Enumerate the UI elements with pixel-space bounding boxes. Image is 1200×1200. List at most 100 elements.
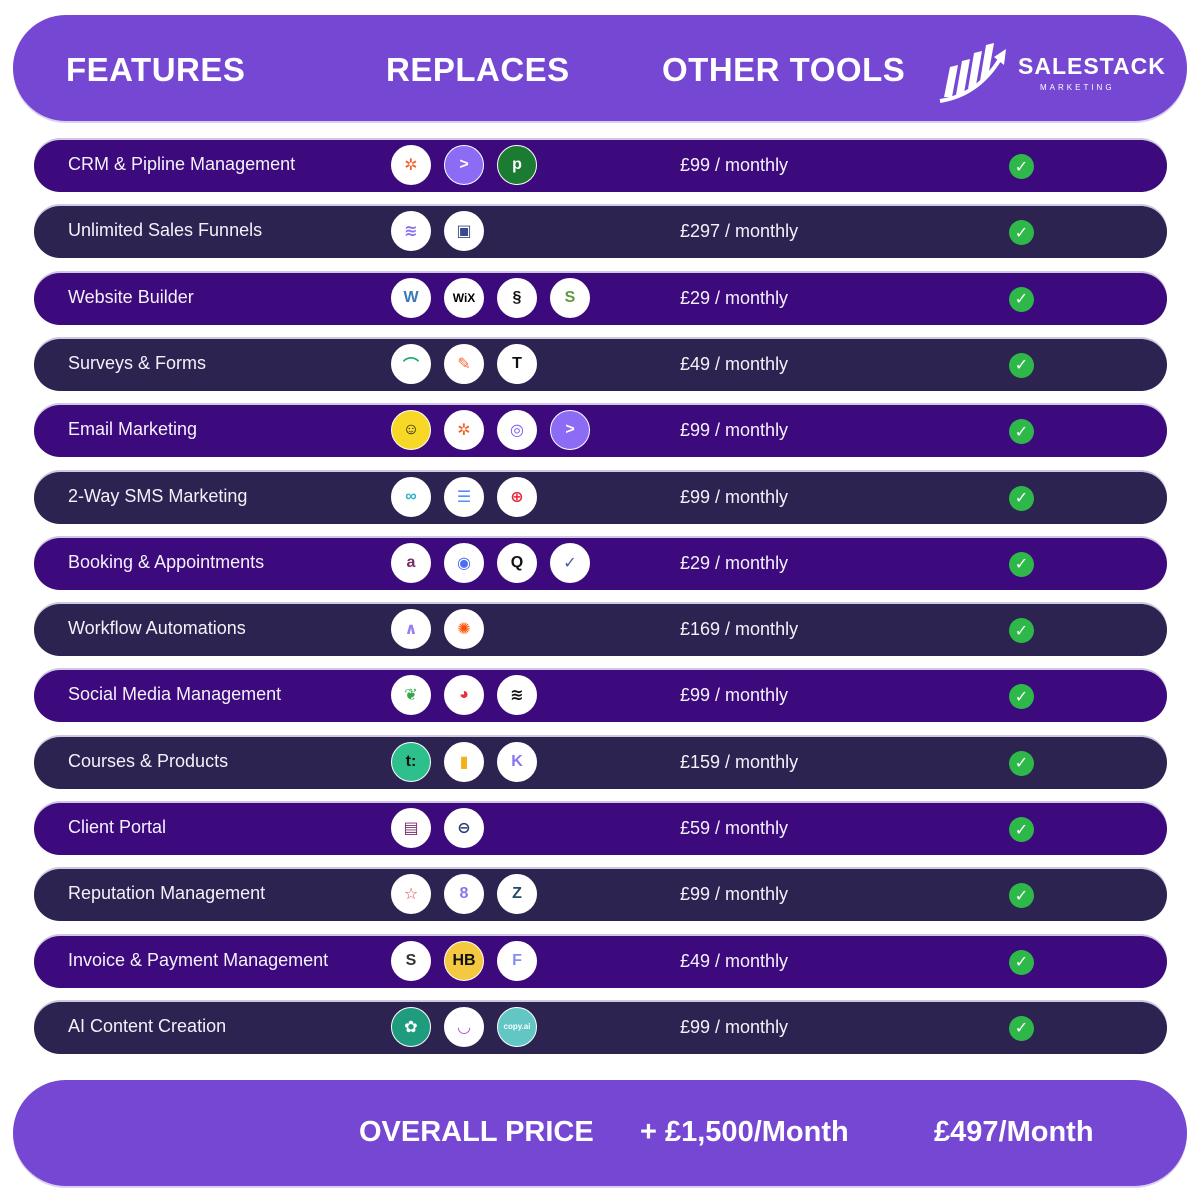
replaced-tools: ⌒ ✎ T — [391, 343, 537, 386]
table-row: Booking & Appointments a ◉ Q ✓ £29 / monthly ✓ — [34, 537, 1167, 590]
overall-price-label: OVERALL PRICE — [359, 1116, 594, 1148]
check-icon: ✓ — [1009, 551, 1034, 577]
feature-name: Social Media Management — [68, 684, 282, 705]
zapier-icon: ✺ — [444, 609, 484, 650]
feature-name: Unlimited Sales Funnels — [68, 220, 263, 241]
copyai-icon: copy.ai — [497, 1006, 537, 1047]
check-icon: ✓ — [1009, 286, 1034, 312]
calendar-q-icon: Q — [497, 542, 537, 583]
clickfunnels-icon: ▣ — [444, 211, 484, 252]
check-icon: ✓ — [1009, 750, 1034, 776]
calendly-icon: ◉ — [444, 542, 484, 583]
feature-name: Email Marketing — [68, 419, 198, 440]
table-header: FEATURES REPLACES OTHER TOOLS SALESTACK … — [13, 15, 1187, 121]
other-tools-price: £59 / monthly — [680, 818, 789, 838]
check-icon: ✓ — [1009, 154, 1034, 179]
stripe-s-icon: S — [391, 940, 431, 981]
freshbooks-icon: F — [497, 940, 537, 981]
check-icon: ✓ — [1009, 618, 1034, 644]
overall-price-bar: OVERALL PRICE + £1,500/Month £497/Month — [13, 1080, 1187, 1186]
honeybook-icon: HB — [444, 940, 484, 981]
replaced-tools: ∞ ☰ ⊕ — [391, 476, 537, 519]
replaced-tools: ☆ 8 Z — [391, 874, 537, 916]
table-row: Workflow Automations ∧ ✺ £169 / monthly ✓ — [34, 604, 1167, 657]
bar-chart-arrow-icon — [939, 43, 1006, 103]
other-tools-price: £99 / monthly — [680, 685, 789, 706]
other-tools-price: £297 / monthly — [680, 221, 799, 242]
check-icon: ✓ — [1009, 220, 1034, 246]
other-tools-price: £99 / monthly — [680, 155, 789, 175]
feature-name: Reputation Management — [68, 883, 266, 904]
buffer-icon: ≋ — [497, 675, 537, 716]
ai-smile-icon: ◡ — [444, 1006, 484, 1047]
mailchimp-icon: ☺ — [391, 410, 431, 451]
link-icon: ∞ — [391, 476, 431, 517]
portal-icon: ▤ — [391, 808, 431, 848]
replaced-tools: ✲ > p — [391, 145, 537, 187]
salestack-price: £497/Month — [934, 1116, 1094, 1148]
other-tools-price: £159 / monthly — [680, 751, 799, 772]
check-icon: ✓ — [1009, 817, 1034, 842]
link-box-icon: ⊖ — [444, 808, 484, 848]
hootsuite-icon: ◕ — [444, 675, 484, 716]
table-row: 2-Way SMS Marketing ∞ ☰ ⊕ £99 / monthly ✓ — [34, 471, 1167, 524]
replaced-tools: ☺ ✲ ◎ > — [391, 410, 590, 452]
replaced-tools: W WiX § S — [391, 277, 590, 320]
review-chat-icon: ☆ — [391, 874, 431, 915]
birdeye-icon: 8 — [444, 874, 484, 915]
other-tools-price: £29 / monthly — [680, 552, 789, 573]
replaced-tools: ▤ ⊖ — [391, 808, 484, 850]
table-row: Social Media Management ❦ ◕ ≋ £99 / monthly ✓ — [34, 670, 1167, 723]
other-tools-price: £99 / monthly — [680, 884, 789, 905]
kajabi-icon: K — [497, 741, 537, 782]
other-tools-price: £49 / monthly — [680, 353, 789, 374]
check-icon: ✓ — [1009, 684, 1034, 710]
openai-icon: ✿ — [391, 1006, 431, 1047]
table-row: Unlimited Sales Funnels ≋ ▣ £297 / monthly ✓ — [34, 206, 1167, 259]
table-row: Surveys & Forms ⌒ ✎ T £49 / monthly ✓ — [34, 338, 1167, 391]
feature-name: AI Content Creation — [68, 1015, 227, 1036]
jotform-icon: ✎ — [444, 343, 484, 384]
salestack-logo: SALESTACK MARKETING — [938, 39, 1165, 109]
replaced-tools: ✿ ◡ copy.ai — [391, 1006, 537, 1049]
other-tools-column-header: OTHER TOOLS — [662, 51, 906, 88]
other-tools-price: £169 / monthly — [680, 619, 799, 640]
check-icon: ✓ — [1009, 883, 1034, 909]
feature-name: Client Portal — [68, 817, 167, 837]
feature-name: Booking & Appointments — [68, 551, 265, 572]
feature-name: Website Builder — [68, 286, 194, 307]
pipedrive-icon: p — [497, 145, 537, 185]
check-icon: ✓ — [1009, 352, 1034, 378]
other-tools-price: £99 / monthly — [680, 486, 789, 507]
check-icon: ✓ — [1009, 949, 1034, 975]
wix-icon: WiX — [444, 277, 484, 318]
acuity-icon: a — [391, 542, 431, 583]
table-row: AI Content Creation ✿ ◡ copy.ai £99 / monthl… — [34, 1001, 1167, 1054]
replaced-tools: t: ▮ K — [391, 741, 537, 784]
analytics-icon: ▮ — [444, 741, 484, 782]
feature-name: Workflow Automations — [68, 618, 246, 639]
replaced-tools: ❦ ◕ ≋ — [391, 675, 537, 717]
other-tools-price: £99 / monthly — [680, 420, 789, 441]
table-row: Email Marketing ☺ ✲ ◎ > £99 / monthly ✓ — [34, 405, 1167, 458]
shopify-icon: S — [550, 277, 590, 318]
chat-icon: ☰ — [444, 476, 484, 517]
table-row: CRM & Pipline Management ✲ > p £99 / monthly… — [34, 140, 1167, 192]
table-row: Website Builder W WiX § S £29 / monthly ✓ — [34, 272, 1167, 325]
twilio-icon: ⊕ — [497, 476, 537, 517]
check-icon: ✓ — [1009, 485, 1034, 511]
activecampaign-icon: > — [444, 145, 484, 185]
table-row: Client Portal ▤ ⊖ £59 / monthly ✓ — [34, 803, 1167, 855]
squarespace-icon: § — [497, 277, 537, 318]
layers-icon: ≋ — [391, 211, 431, 252]
constant-contact-icon: ◎ — [497, 410, 537, 451]
other-tools-price: £29 / monthly — [680, 287, 789, 308]
table-row: Reputation Management ☆ 8 Z £99 / monthly ✓ — [34, 869, 1167, 922]
make-icon: ∧ — [391, 609, 431, 650]
replaced-tools: ∧ ✺ — [391, 609, 484, 651]
feature-name: Courses & Products — [68, 750, 229, 771]
feature-name: CRM & Pipline Management — [68, 154, 296, 174]
features-column-header: FEATURES — [66, 51, 246, 88]
sprout-icon: ❦ — [391, 675, 431, 716]
teachable-icon: t: — [391, 741, 431, 782]
